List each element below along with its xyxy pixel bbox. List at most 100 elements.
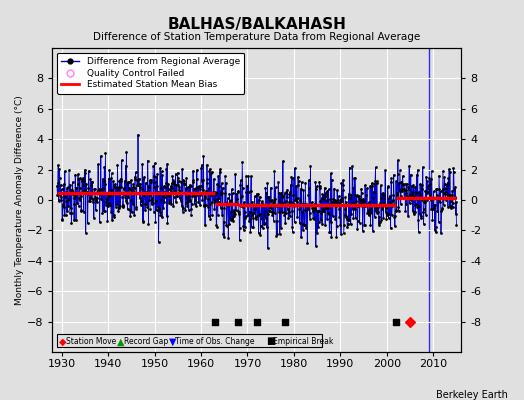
Text: Berkeley Earth: Berkeley Earth bbox=[436, 390, 508, 400]
Point bbox=[234, 318, 243, 325]
Point bbox=[119, 204, 127, 210]
Point bbox=[334, 197, 343, 203]
Point bbox=[157, 197, 165, 203]
Point bbox=[402, 201, 410, 208]
Point bbox=[298, 200, 306, 207]
Point bbox=[440, 174, 449, 180]
Point bbox=[139, 218, 148, 224]
Point bbox=[452, 199, 460, 206]
Point bbox=[411, 184, 419, 190]
Point bbox=[407, 171, 415, 178]
Point bbox=[364, 201, 372, 207]
Point bbox=[297, 179, 305, 185]
Point bbox=[337, 230, 345, 237]
Point bbox=[227, 186, 236, 192]
Point bbox=[365, 199, 374, 205]
Point bbox=[322, 197, 331, 204]
Point bbox=[236, 177, 245, 184]
Point bbox=[363, 202, 371, 208]
Point bbox=[354, 203, 363, 210]
Point bbox=[369, 195, 377, 202]
Point bbox=[68, 187, 77, 193]
Point bbox=[190, 200, 199, 207]
Point bbox=[416, 192, 424, 198]
Point bbox=[379, 192, 388, 198]
Point bbox=[198, 162, 206, 168]
Point bbox=[178, 202, 186, 209]
Point bbox=[209, 190, 217, 196]
Point bbox=[292, 195, 301, 201]
Point bbox=[291, 197, 300, 203]
Point bbox=[205, 166, 214, 172]
Point bbox=[383, 210, 391, 217]
Point bbox=[389, 197, 397, 204]
Point bbox=[91, 190, 99, 196]
Point bbox=[444, 175, 453, 182]
Point bbox=[361, 182, 369, 188]
Point bbox=[374, 208, 382, 215]
Point bbox=[306, 163, 314, 170]
Point bbox=[304, 192, 313, 198]
Point bbox=[214, 212, 222, 218]
Point bbox=[190, 186, 199, 193]
Point bbox=[165, 186, 173, 192]
Point bbox=[420, 199, 429, 205]
Point bbox=[133, 177, 141, 184]
Point bbox=[271, 184, 280, 190]
Point bbox=[192, 176, 201, 182]
Point bbox=[114, 186, 122, 192]
Point bbox=[159, 183, 168, 189]
Point bbox=[425, 175, 433, 182]
Point bbox=[427, 176, 435, 182]
Point bbox=[417, 213, 425, 219]
Point bbox=[183, 198, 192, 204]
Point bbox=[224, 201, 232, 208]
Point bbox=[244, 212, 252, 218]
Point bbox=[188, 201, 196, 207]
Point bbox=[235, 209, 243, 215]
Point bbox=[297, 234, 305, 241]
Point bbox=[109, 178, 117, 184]
Point bbox=[92, 195, 101, 202]
Point bbox=[238, 193, 246, 199]
Point bbox=[114, 184, 123, 190]
Point bbox=[74, 176, 83, 182]
Point bbox=[253, 213, 261, 220]
Point bbox=[66, 190, 74, 196]
Point bbox=[303, 203, 312, 209]
Point bbox=[123, 180, 131, 187]
Point bbox=[142, 201, 150, 208]
Point bbox=[260, 220, 269, 226]
Point bbox=[422, 212, 430, 218]
Point bbox=[227, 217, 235, 223]
Point bbox=[61, 168, 69, 174]
Point bbox=[183, 195, 191, 202]
Point bbox=[435, 199, 444, 205]
Point bbox=[354, 218, 362, 224]
Point bbox=[121, 186, 129, 192]
Point bbox=[423, 188, 432, 195]
Point bbox=[163, 192, 172, 199]
Point bbox=[150, 173, 158, 180]
Point bbox=[255, 196, 263, 203]
Point bbox=[428, 196, 436, 202]
Point bbox=[401, 208, 410, 214]
Point bbox=[339, 182, 347, 188]
Point bbox=[424, 184, 432, 190]
Point bbox=[60, 204, 68, 210]
Point bbox=[106, 175, 115, 182]
Point bbox=[375, 220, 383, 226]
Point bbox=[399, 182, 408, 188]
Point bbox=[150, 209, 158, 216]
Point bbox=[372, 205, 380, 211]
Point bbox=[236, 225, 244, 232]
Point bbox=[54, 162, 62, 168]
Point bbox=[292, 183, 300, 190]
Point bbox=[436, 188, 445, 194]
Point bbox=[118, 202, 127, 208]
Point bbox=[274, 202, 282, 208]
Point bbox=[173, 193, 181, 200]
Point bbox=[127, 177, 135, 183]
Point bbox=[74, 203, 83, 209]
Point bbox=[366, 209, 374, 216]
